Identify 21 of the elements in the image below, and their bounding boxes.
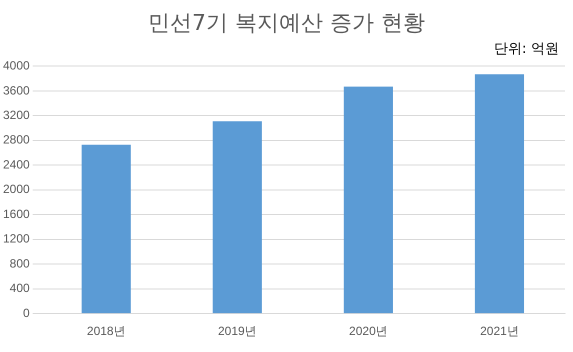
y-tick-label: 1200 xyxy=(2,232,30,246)
x-tick-label: 2018년 xyxy=(86,324,126,338)
y-tick-label: 2000 xyxy=(2,182,30,196)
x-tick-label: 2020년 xyxy=(349,324,388,338)
y-tick-label: 800 xyxy=(10,256,30,270)
bar xyxy=(474,74,524,314)
y-tick-label: 2800 xyxy=(2,132,30,147)
bar xyxy=(344,86,393,314)
y-tick-label: 0 xyxy=(23,306,30,320)
bar xyxy=(82,144,131,314)
y-tick-label: 3200 xyxy=(2,108,30,122)
chart-title: 민선7기 복지예산 증가 현황 xyxy=(147,10,426,38)
y-tick-label: 1600 xyxy=(2,206,30,221)
y-tick-label: 2400 xyxy=(2,157,30,172)
x-tick-label: 2021년 xyxy=(480,324,519,338)
y-tick-label: 3600 xyxy=(2,83,30,98)
x-tick-label: 2019년 xyxy=(218,324,257,338)
y-tick-label: 400 xyxy=(10,281,30,296)
y-tick-label: 4000 xyxy=(2,58,30,73)
text: 단위: 억원 xyxy=(494,40,559,58)
bar xyxy=(212,121,262,314)
